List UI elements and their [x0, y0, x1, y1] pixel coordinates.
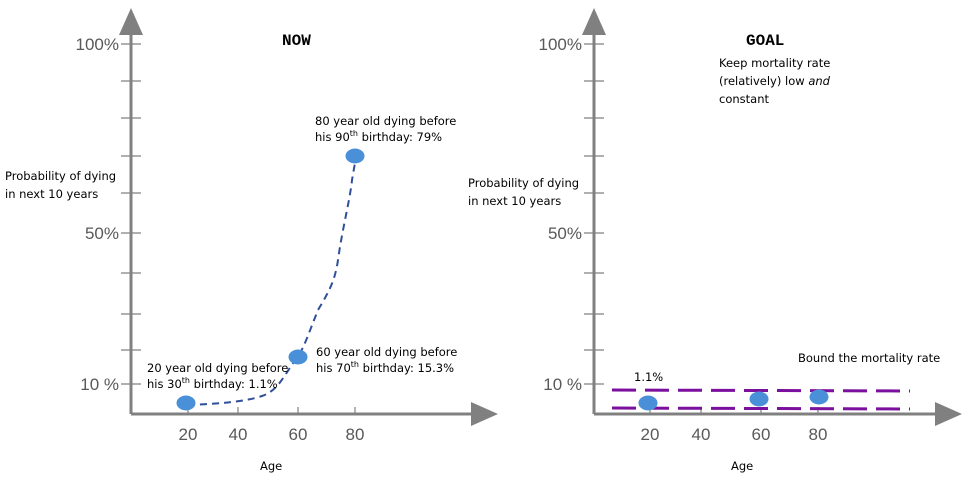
- bound-label: Bound the mortality rate: [798, 351, 940, 365]
- goal-chart: 100% 50% 10 % 20 40 60 80 GOAL Keep mortality…: [468, 8, 962, 473]
- goal-y-axis-label: Probability of dying in next 10 years: [468, 176, 579, 208]
- upper-bound-line: [611, 388, 911, 393]
- now-y-axis-label: Probability of dying in next 10 years: [5, 169, 116, 201]
- lower-bound-line: [611, 406, 911, 411]
- goal-title: GOAL: [746, 32, 784, 50]
- now-trend-curve: [187, 156, 357, 406]
- annotation-age-60: 60 year old dying before his 70th birthda…: [316, 345, 457, 375]
- x-tick-label: 40: [692, 425, 711, 444]
- x-tick-label: 20: [179, 425, 198, 444]
- data-point-age-80: [345, 148, 365, 164]
- annotation-age-80: 80 year old dying before his 90th birthda…: [315, 114, 456, 144]
- annotation-age-20: 20 year old dying before his 30th birthda…: [147, 361, 288, 391]
- now-chart: 100% 50% 10 % 20 40 60 80 NOW Probability of …: [5, 8, 498, 473]
- data-point-age-80: [809, 389, 829, 405]
- y-tick-label: 50%: [85, 224, 119, 243]
- goal-subtitle: Keep mortality rate (relatively) low and c…: [719, 56, 831, 106]
- y-tick-label: 10 %: [80, 375, 119, 394]
- y-tick-label: 50%: [548, 224, 582, 243]
- data-point-age-60: [749, 391, 769, 407]
- now-title: NOW: [282, 32, 311, 50]
- y-tick-label: 10 %: [543, 375, 582, 394]
- goal-x-axis-label: Age: [731, 459, 753, 473]
- y-tick-label: 100%: [539, 35, 582, 54]
- x-tick-label: 80: [346, 425, 365, 444]
- data-point-age-20: [176, 395, 196, 411]
- data-point-age-60: [288, 349, 308, 365]
- goal-point-label: 1.1%: [634, 370, 663, 384]
- data-point-age-20: [638, 395, 658, 411]
- x-tick-label: 40: [229, 425, 248, 444]
- y-tick-label: 100%: [76, 35, 119, 54]
- x-tick-label: 60: [752, 425, 771, 444]
- x-tick-label: 80: [809, 425, 828, 444]
- x-tick-label: 20: [641, 425, 660, 444]
- x-tick-label: 60: [289, 425, 308, 444]
- now-x-axis-label: Age: [260, 459, 282, 473]
